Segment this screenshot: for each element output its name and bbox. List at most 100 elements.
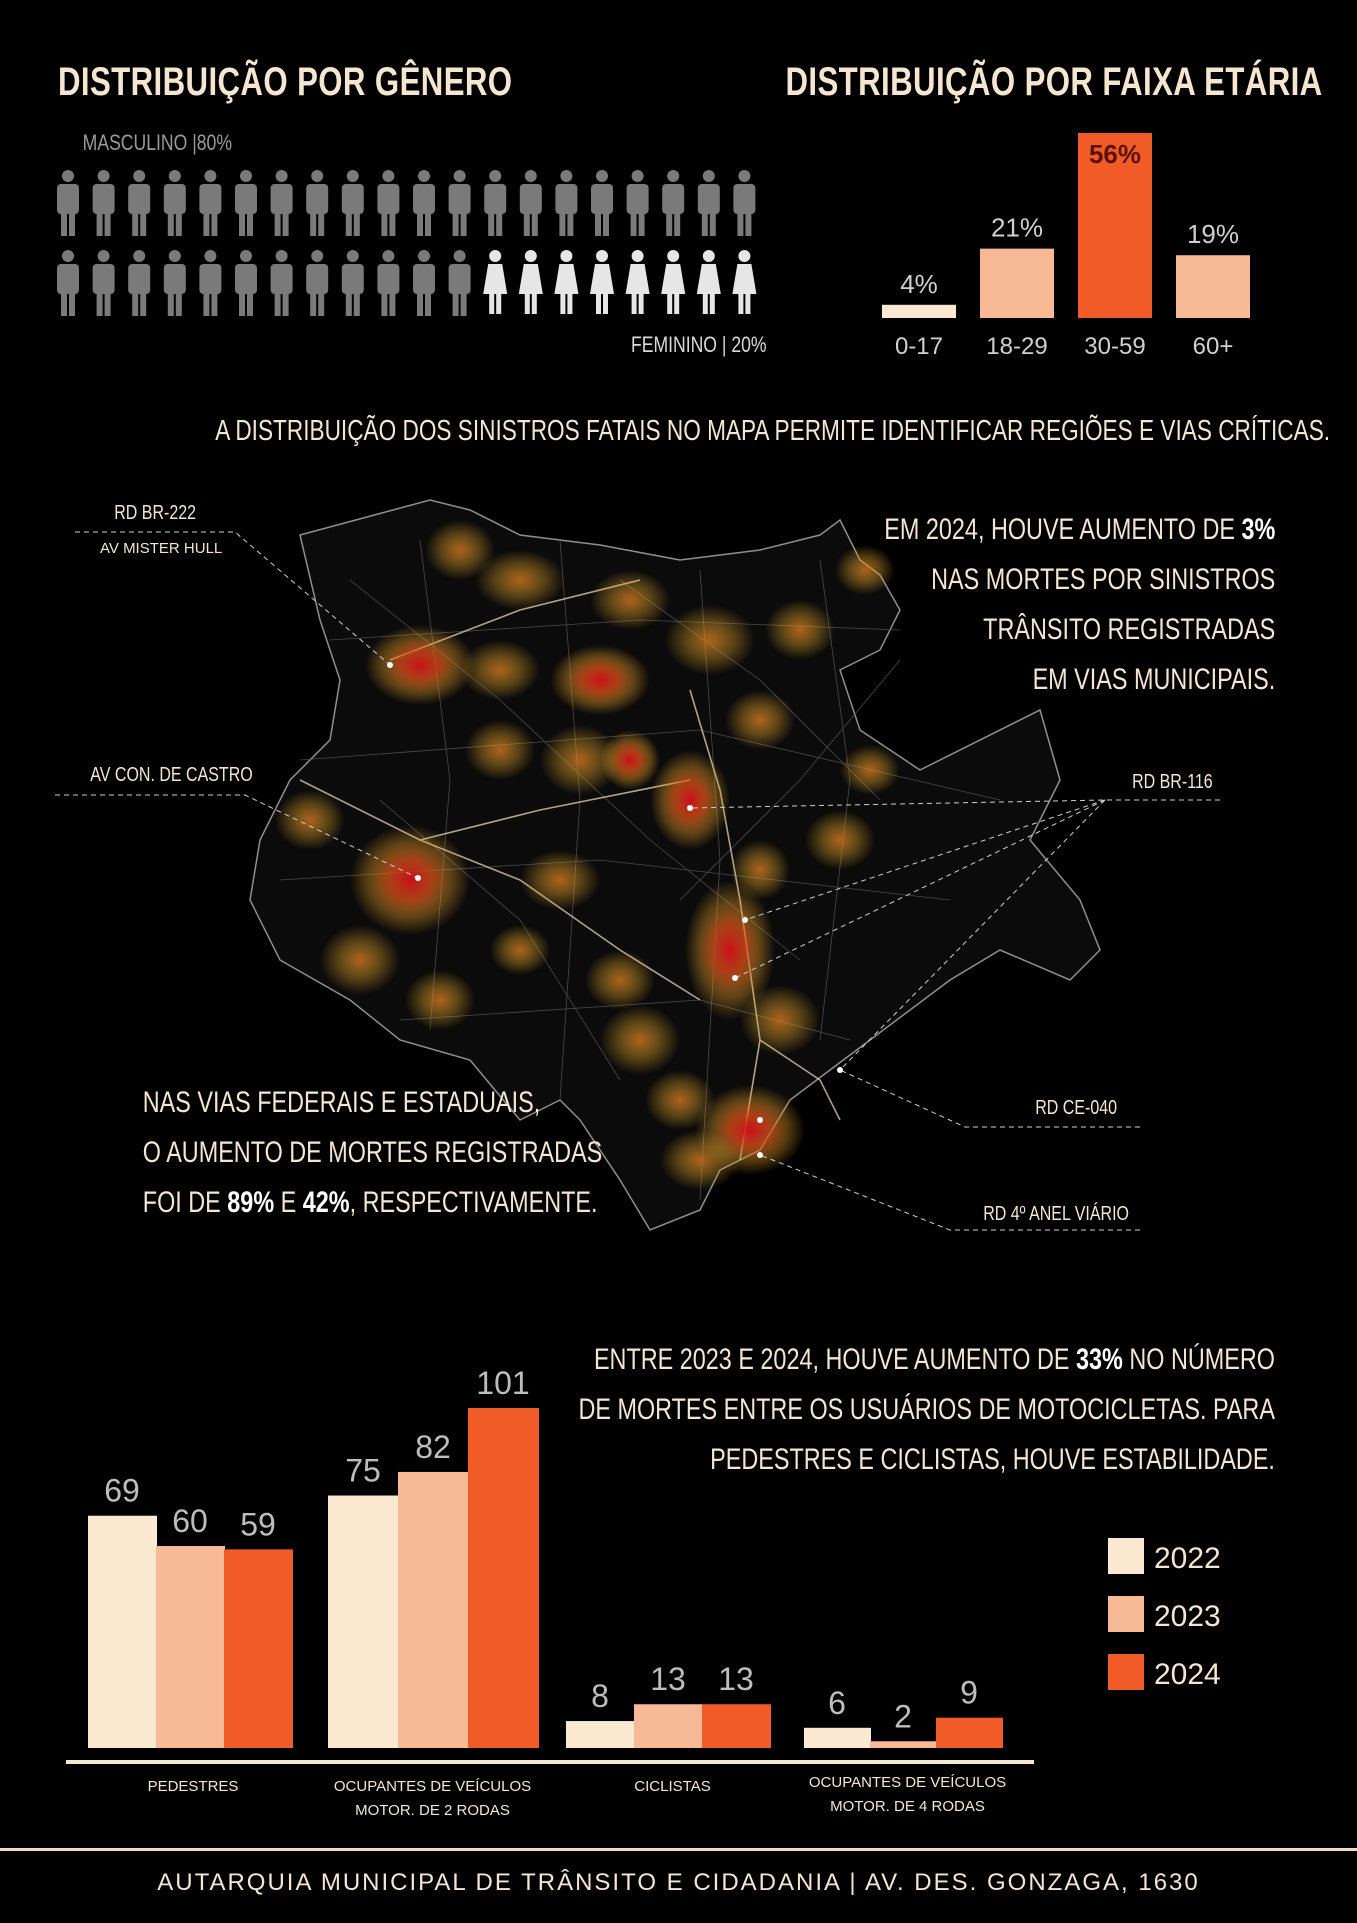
user-bar: [634, 1704, 703, 1748]
note-right-c: TRÂNSITO REGISTRADAS: [982, 613, 1275, 646]
user-value-label: 60: [172, 1503, 208, 1539]
note-left-c: FOI DE: [142, 1186, 228, 1219]
female-icon: [661, 250, 686, 314]
male-icon: [377, 250, 400, 316]
cat-label-1-line1: OCUPANTES DE VEÍCULOS: [333, 1778, 532, 1795]
age-bar: [1078, 133, 1152, 318]
male-icon: [341, 170, 364, 236]
note-right-d: EM VIAS MUNICIPAIS.: [1032, 663, 1275, 696]
male-icon: [591, 170, 613, 236]
user-value-label: 8: [591, 1678, 609, 1714]
label-br116: RD BR-116: [1132, 771, 1213, 793]
label-mister-hull: AV MISTER HULL: [100, 540, 223, 557]
male-icon: [413, 250, 435, 316]
user-bar: [870, 1741, 937, 1748]
map-note-right: EM 2024, HOUVE AUMENTO DE 3% NAS MORTES …: [774, 505, 1275, 705]
heat-map: [55, 499, 1220, 1231]
male-icon: [128, 250, 151, 316]
note-left-pct1: 89%: [227, 1186, 275, 1219]
male-label: MASCULINO |80%: [82, 130, 232, 155]
age-bar: [980, 248, 1054, 318]
cat-label-0: PEDESTRES: [88, 1775, 298, 1799]
users-chart: 69 75 8 6 60 82 13 2 59 101 13 9 2022 2023 2024: [66, 1365, 1221, 1764]
label-anel: RD 4º ANEL VIÁRIO: [983, 1203, 1129, 1225]
legend-swatch: [1108, 1538, 1144, 1574]
female-icon: [590, 250, 614, 314]
male-icon: [128, 170, 151, 236]
cat-label-2-line1: CICLISTAS: [634, 1778, 711, 1795]
user-bar: [398, 1471, 469, 1748]
male-icon: [697, 170, 720, 236]
note-left-pct2: 42%: [302, 1186, 350, 1219]
footer: AUTARQUIA MUNICIPAL DE TRÂNSITO E CIDADA…: [0, 1848, 1357, 1923]
male-icon: [662, 170, 685, 236]
users-note-pct: 33%: [1076, 1343, 1123, 1376]
male-icon: [270, 170, 293, 236]
male-icon: [92, 250, 115, 316]
user-bar: [702, 1704, 771, 1748]
note-right-a: EM 2024, HOUVE AUMENTO DE: [884, 513, 1242, 546]
age-category-label: 0-17: [895, 333, 943, 360]
users-note: ENTRE 2023 E 2024, HOUVE AUMENTO DE 33% …: [382, 1335, 1275, 1485]
male-icon: [163, 170, 186, 236]
age-title: DISTRIBUIÇÃO POR FAIXA ETÁRIA: [785, 60, 1323, 104]
male-icon: [413, 170, 435, 236]
user-value-label: 9: [960, 1675, 978, 1711]
user-value-label: 82: [415, 1429, 451, 1465]
user-bar: [804, 1727, 871, 1748]
male-icon: [306, 170, 329, 236]
female-icon: [518, 250, 543, 314]
user-value-label: 75: [345, 1453, 381, 1489]
user-bar: [224, 1549, 293, 1748]
female-icon: [696, 250, 721, 314]
male-icon: [519, 170, 542, 236]
map-note-left: NAS VIAS FEDERAIS E ESTADUAIS, O AUMENTO…: [78, 1078, 667, 1228]
age-category-label: 30-59: [1084, 333, 1145, 360]
cat-label-2: CICLISTAS: [565, 1775, 780, 1799]
user-bar: [566, 1721, 635, 1748]
female-label: FEMININO | 20%: [630, 332, 767, 357]
cat-label-3-line1: OCUPANTES DE VEÍCULOS: [808, 1774, 1007, 1791]
note-left-a: NAS VIAS FEDERAIS E ESTADUAIS,: [142, 1086, 541, 1119]
male-icon: [626, 170, 649, 236]
map-intro: A DISTRIBUIÇÃO DOS SINISTROS FATAIS NO M…: [215, 415, 1331, 447]
note-left-e: , RESPECTIVAMENTE.: [349, 1186, 598, 1219]
male-icon: [163, 250, 186, 316]
age-chart: 4% 0-17 21% 18-29 56% 30-59 19% 60+: [882, 133, 1250, 360]
cat-label-1-line2: MOTOR. DE 2 RODAS: [355, 1802, 510, 1819]
female-icon: [483, 250, 508, 314]
users-note-b: NO NÚMERO: [1122, 1343, 1275, 1376]
users-note-a: ENTRE 2023 E 2024, HOUVE AUMENTO DE: [594, 1343, 1077, 1376]
female-icon: [625, 250, 650, 314]
age-value-label: 56%: [1089, 139, 1141, 169]
legend-swatch: [1108, 1654, 1144, 1690]
user-value-label: 13: [650, 1661, 686, 1697]
male-icon: [57, 250, 79, 316]
legend-swatch: [1108, 1596, 1144, 1632]
user-value-label: 13: [718, 1661, 754, 1697]
female-icon: [554, 250, 579, 314]
cat-label-0-line1: PEDESTRES: [147, 1778, 239, 1795]
male-icon: [57, 170, 79, 236]
legend-label: 2023: [1154, 1600, 1221, 1633]
male-icon: [733, 170, 756, 236]
legend-label: 2024: [1154, 1658, 1221, 1691]
male-icon: [555, 170, 578, 236]
male-icon: [199, 170, 222, 236]
male-icon: [92, 170, 115, 236]
x-axis-line: [66, 1760, 1034, 1764]
label-br222: RD BR-222: [114, 502, 197, 524]
users-note-d: PEDESTRES E CICLISTAS, HOUVE ESTABILIDAD…: [710, 1443, 1275, 1476]
user-bar: [936, 1717, 1003, 1748]
gender-title: DISTRIBUIÇÃO POR GÊNERO: [58, 60, 513, 104]
user-bar: [468, 1408, 539, 1748]
male-icon: [235, 170, 257, 236]
age-category-label: 18-29: [986, 333, 1047, 360]
male-icon: [199, 250, 222, 316]
label-ce040: RD CE-040: [1035, 1097, 1118, 1119]
gender-pictogram: [57, 170, 757, 316]
note-left-d: E: [274, 1186, 303, 1219]
age-category-label: 60+: [1193, 333, 1234, 360]
age-value-label: 21%: [991, 213, 1043, 243]
cat-label-1: OCUPANTES DE VEÍCULOS MOTOR. DE 2 RODAS: [325, 1775, 540, 1823]
